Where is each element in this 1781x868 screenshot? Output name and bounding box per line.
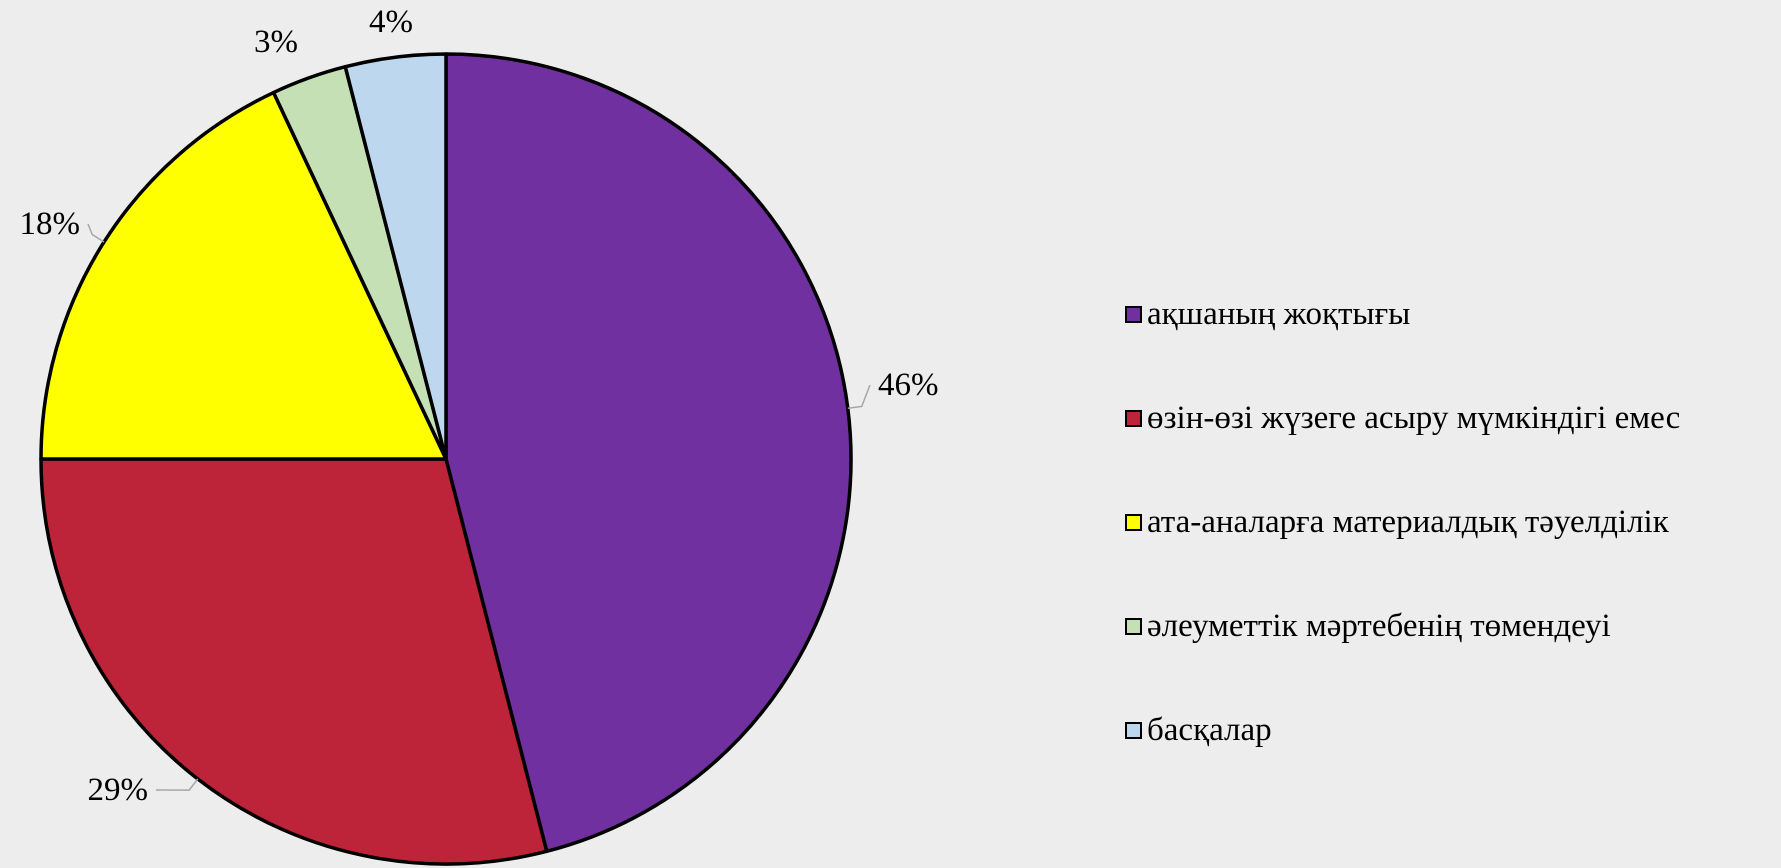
legend-swatch-3 xyxy=(1125,617,1142,635)
legend-swatch-0 xyxy=(1125,305,1142,323)
legend-label-2: ата-аналарға материалдық тәуелділік xyxy=(1147,503,1669,540)
legend-item-2: ата-аналарға материалдық тәуелділік xyxy=(1125,470,1680,574)
legend-swatch-2 xyxy=(1125,513,1142,531)
data-label-4: 4% xyxy=(369,4,413,40)
legend-item-4: басқалар xyxy=(1125,678,1680,782)
legend-label-3: әлеуметтік мәртебенің төмендеуі xyxy=(1147,607,1611,644)
legend-label-0: ақшаның жоқтығы xyxy=(1147,295,1411,332)
pie-slice-1 xyxy=(39,457,549,866)
leader-line-2 xyxy=(87,223,105,243)
leader-line-1 xyxy=(155,778,199,791)
leader-line-0 xyxy=(847,384,871,409)
legend: ақшаның жоқтығы өзін-өзі жүзеге асыру мү… xyxy=(1125,262,1680,782)
legend-swatch-4 xyxy=(1125,721,1142,739)
data-label-2: 18% xyxy=(20,206,81,242)
legend-label-4: басқалар xyxy=(1147,711,1272,748)
legend-label-1: өзін-өзі жүзеге асыру мүмкіндігі емес xyxy=(1147,399,1681,436)
pie-slice-4 xyxy=(343,52,448,461)
pie-slice-0 xyxy=(444,52,853,854)
legend-item-1: өзін-өзі жүзеге асыру мүмкіндігі емес xyxy=(1125,366,1680,470)
legend-item-3: әлеуметтік мәртебенің төмендеуі xyxy=(1125,574,1680,678)
legend-swatch-1 xyxy=(1125,409,1142,427)
legend-item-0: ақшаның жоқтығы xyxy=(1125,262,1680,366)
data-label-0: 46% xyxy=(878,367,939,403)
data-label-3: 3% xyxy=(254,24,298,60)
data-label-1: 29% xyxy=(88,772,149,808)
